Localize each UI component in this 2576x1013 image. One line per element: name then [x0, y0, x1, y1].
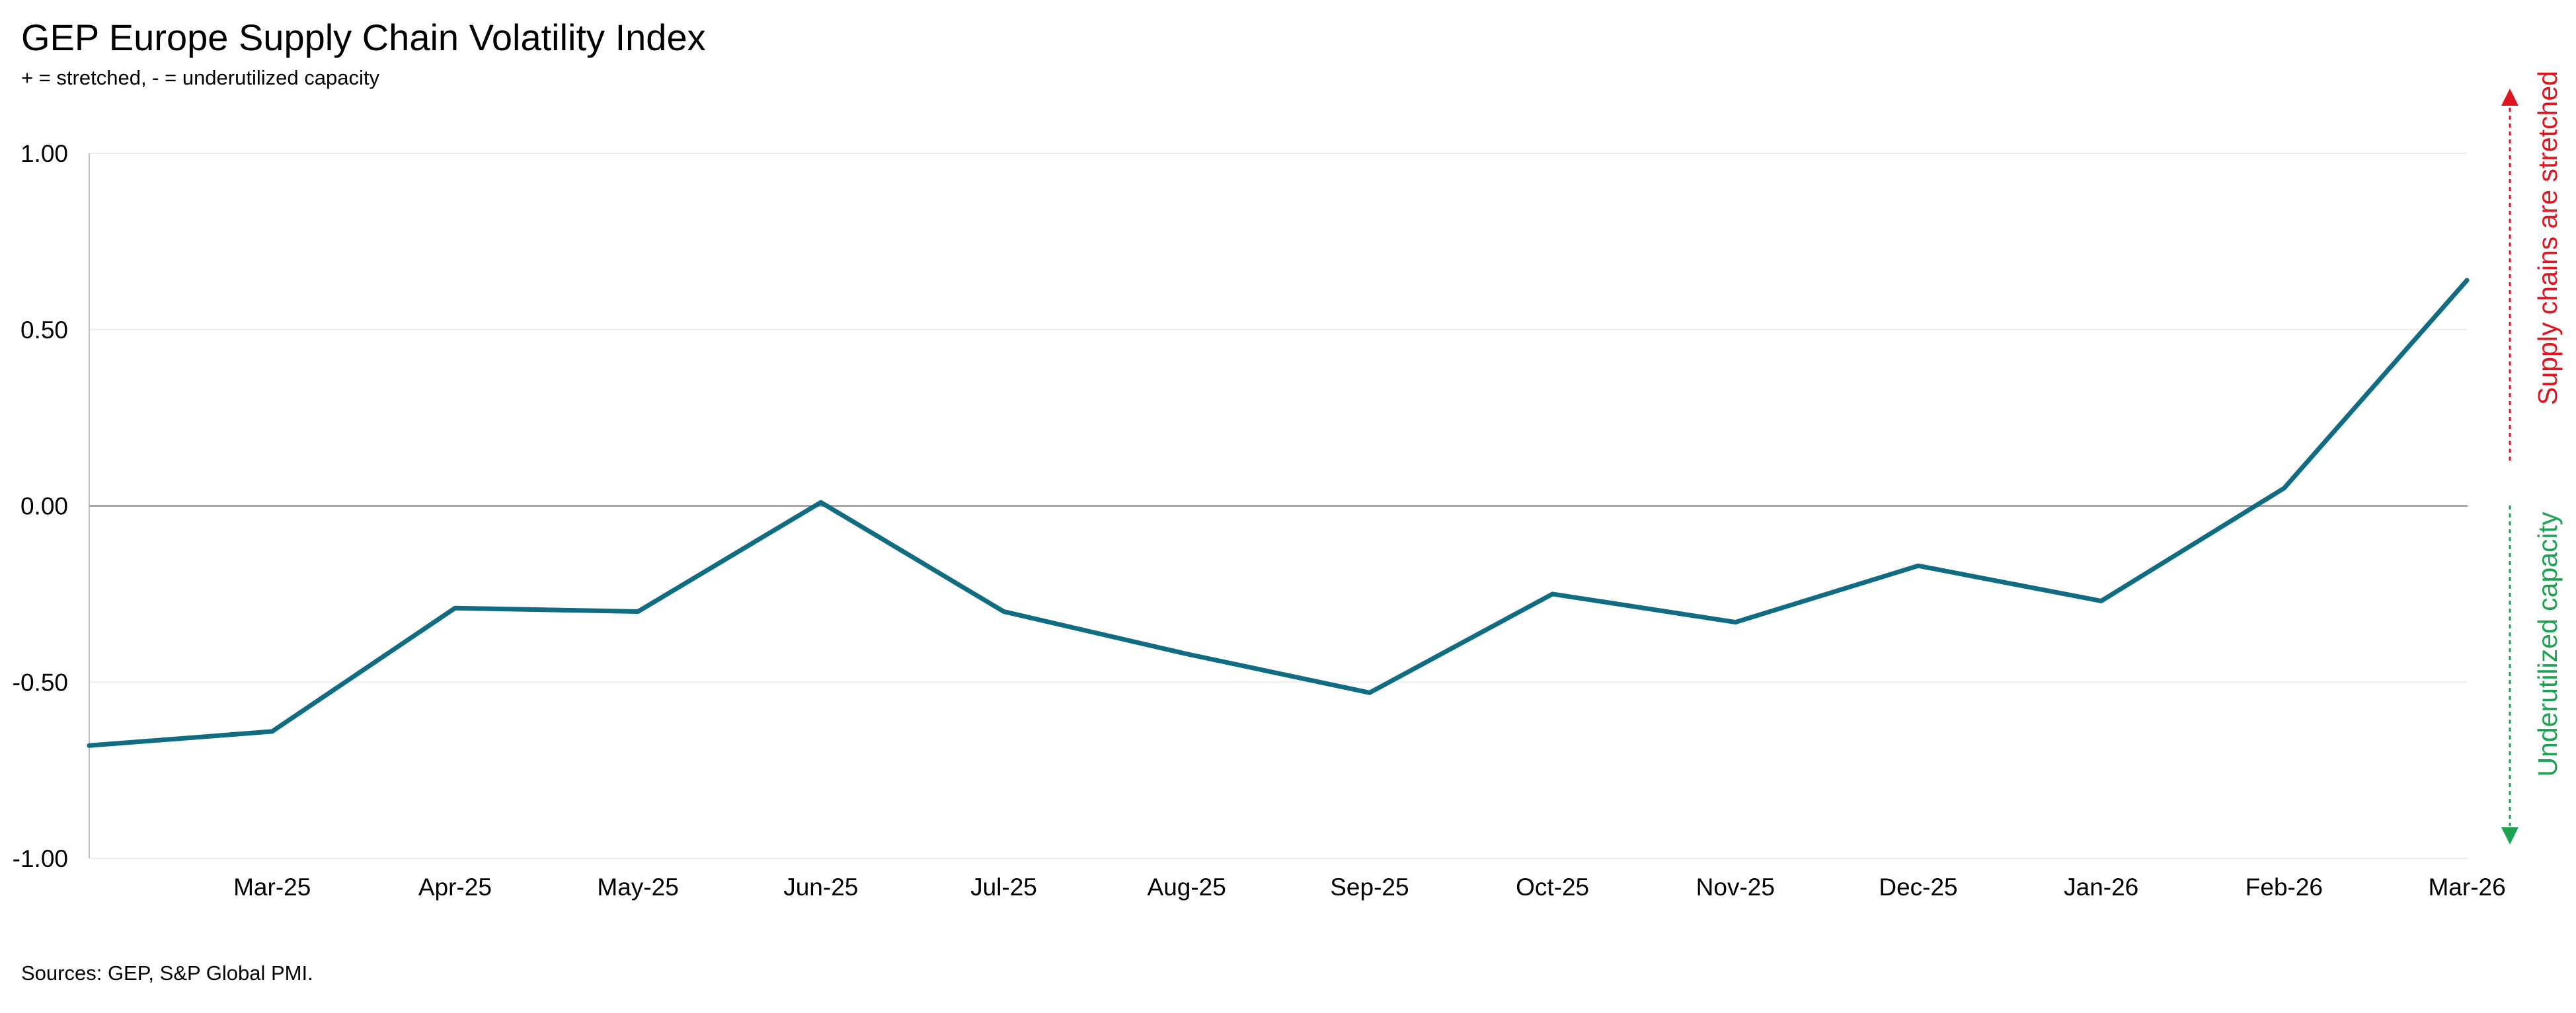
x-tick-label: Apr-25	[418, 874, 492, 901]
x-tick-label: Feb-26	[2245, 874, 2323, 901]
x-tick-label: Dec-25	[1879, 874, 1957, 901]
chart-subtitle: + = stretched, - = underutilized capacit…	[21, 66, 379, 89]
x-tick-label: Sep-25	[1330, 874, 1409, 901]
x-tick-label: Jan-26	[2064, 874, 2138, 901]
series-line	[87, 278, 2470, 748]
y-tick-label: -1.00	[13, 845, 68, 872]
side-annotations: Supply chains are stretched Underutilize…	[2501, 71, 2563, 844]
x-tick-label: Mar-25	[233, 874, 311, 901]
x-tick-labels: Mar-25 Apr-25 May-25 Jun-25 Jul-25 Aug-25 Sep-…	[233, 874, 2506, 901]
underutilized-label: Underutilized capacity	[2532, 511, 2563, 777]
y-tick-label: 0.50	[20, 317, 68, 344]
source-note: Sources: GEP, S&P Global PMI.	[21, 961, 313, 985]
x-tick-label: Mar-26	[2428, 874, 2505, 901]
y-tick-label: 0.00	[20, 493, 68, 520]
stretched-label: Supply chains are stretched	[2532, 71, 2563, 405]
y-tick-label: -0.50	[13, 669, 68, 696]
series-group	[87, 278, 2470, 748]
x-tick-label: Jun-25	[783, 874, 858, 901]
x-tick-label: Aug-25	[1148, 874, 1226, 901]
chart-title: GEP Europe Supply Chain Volatility Index	[21, 17, 706, 58]
x-tick-label: Oct-25	[1516, 874, 1589, 901]
x-tick-label: May-25	[597, 874, 678, 901]
down-arrow-head	[2501, 827, 2518, 844]
y-tick-labels: 1.00 0.50 0.00 -0.50 -1.00	[13, 140, 68, 872]
y-tick-label: 1.00	[20, 140, 68, 167]
x-tick-label: Nov-25	[1696, 874, 1775, 901]
x-tick-label: Jul-25	[970, 874, 1037, 901]
grid-lines	[89, 153, 2468, 683]
up-arrow-head	[2501, 89, 2518, 106]
axes	[89, 153, 2468, 859]
